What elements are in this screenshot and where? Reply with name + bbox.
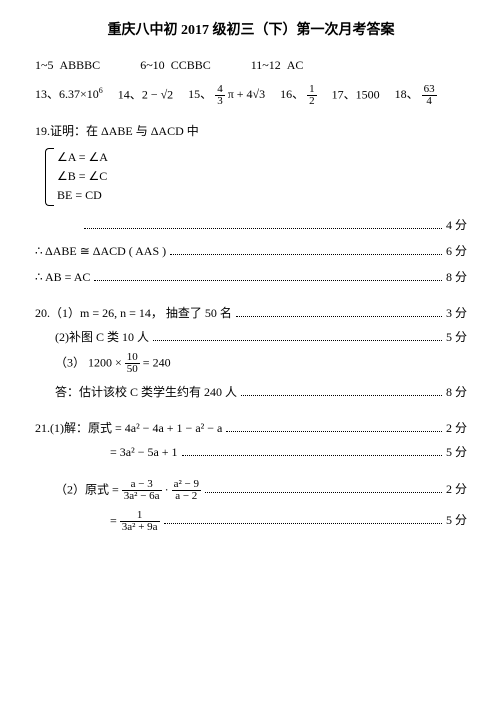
q20-p3: （3） 1200 × 1050 = 240: [35, 352, 467, 375]
q13: 13、6.37×106: [35, 87, 103, 101]
q19-b2: ∠B = ∠C: [57, 167, 467, 186]
q18: 18、 634: [395, 87, 437, 101]
q14: 14、2 − √2: [118, 87, 173, 101]
q19-b3: BE = CD: [57, 186, 467, 205]
q19-head: 19.证明：在 ΔABE 与 ΔACD 中: [35, 122, 467, 140]
q19-line3: ∴ AB = AC8 分: [35, 268, 467, 286]
q15: 15、 43 π + 4√3: [188, 87, 268, 101]
mc-group-1: 1~5 ABBBC: [35, 56, 100, 74]
q20-p1: 20.（1）m = 26, n = 14， 抽查了 50 名3 分: [35, 304, 467, 322]
page-title: 重庆八中初 2017 级初三（下）第一次月考答案: [35, 20, 467, 41]
mc-group-2: 6~10 CCBBC: [140, 56, 211, 74]
q17: 17、1500: [332, 87, 380, 101]
q21-p2: （2）原式 = a − 33a² − 6a · a² − 9a − 2 2 分: [35, 479, 467, 502]
q20-p2: (2)补图 C 类 10 人5 分: [35, 328, 467, 346]
q19-score1: 4 分: [35, 216, 467, 234]
q21-p2b: = 13a² + 9a 5 分: [35, 510, 467, 533]
q20-p4: 答：估计该校 C 类学生约有 240 人8 分: [35, 383, 467, 401]
mc-group-3: 11~12 AC: [251, 56, 304, 74]
q19-brace: ∠A = ∠A ∠B = ∠C BE = CD: [45, 148, 467, 206]
q16: 16、 12: [280, 87, 320, 101]
q21-p1b: = 3a² − 5a + 15 分: [35, 443, 467, 461]
mc-answers-row: 1~5 ABBBC 6~10 CCBBC 11~12 AC: [35, 56, 467, 74]
q19-line2: ∴ ΔABE ≅ ΔACD ( AAS )6 分: [35, 242, 467, 260]
q21-p1: 21.(1)解：原式 = 4a² − 4a + 1 − a² − a2 分: [35, 419, 467, 437]
fill-answers-row: 13、6.37×106 14、2 − √2 15、 43 π + 4√3 16、…: [35, 84, 467, 107]
q19-b1: ∠A = ∠A: [57, 148, 467, 167]
